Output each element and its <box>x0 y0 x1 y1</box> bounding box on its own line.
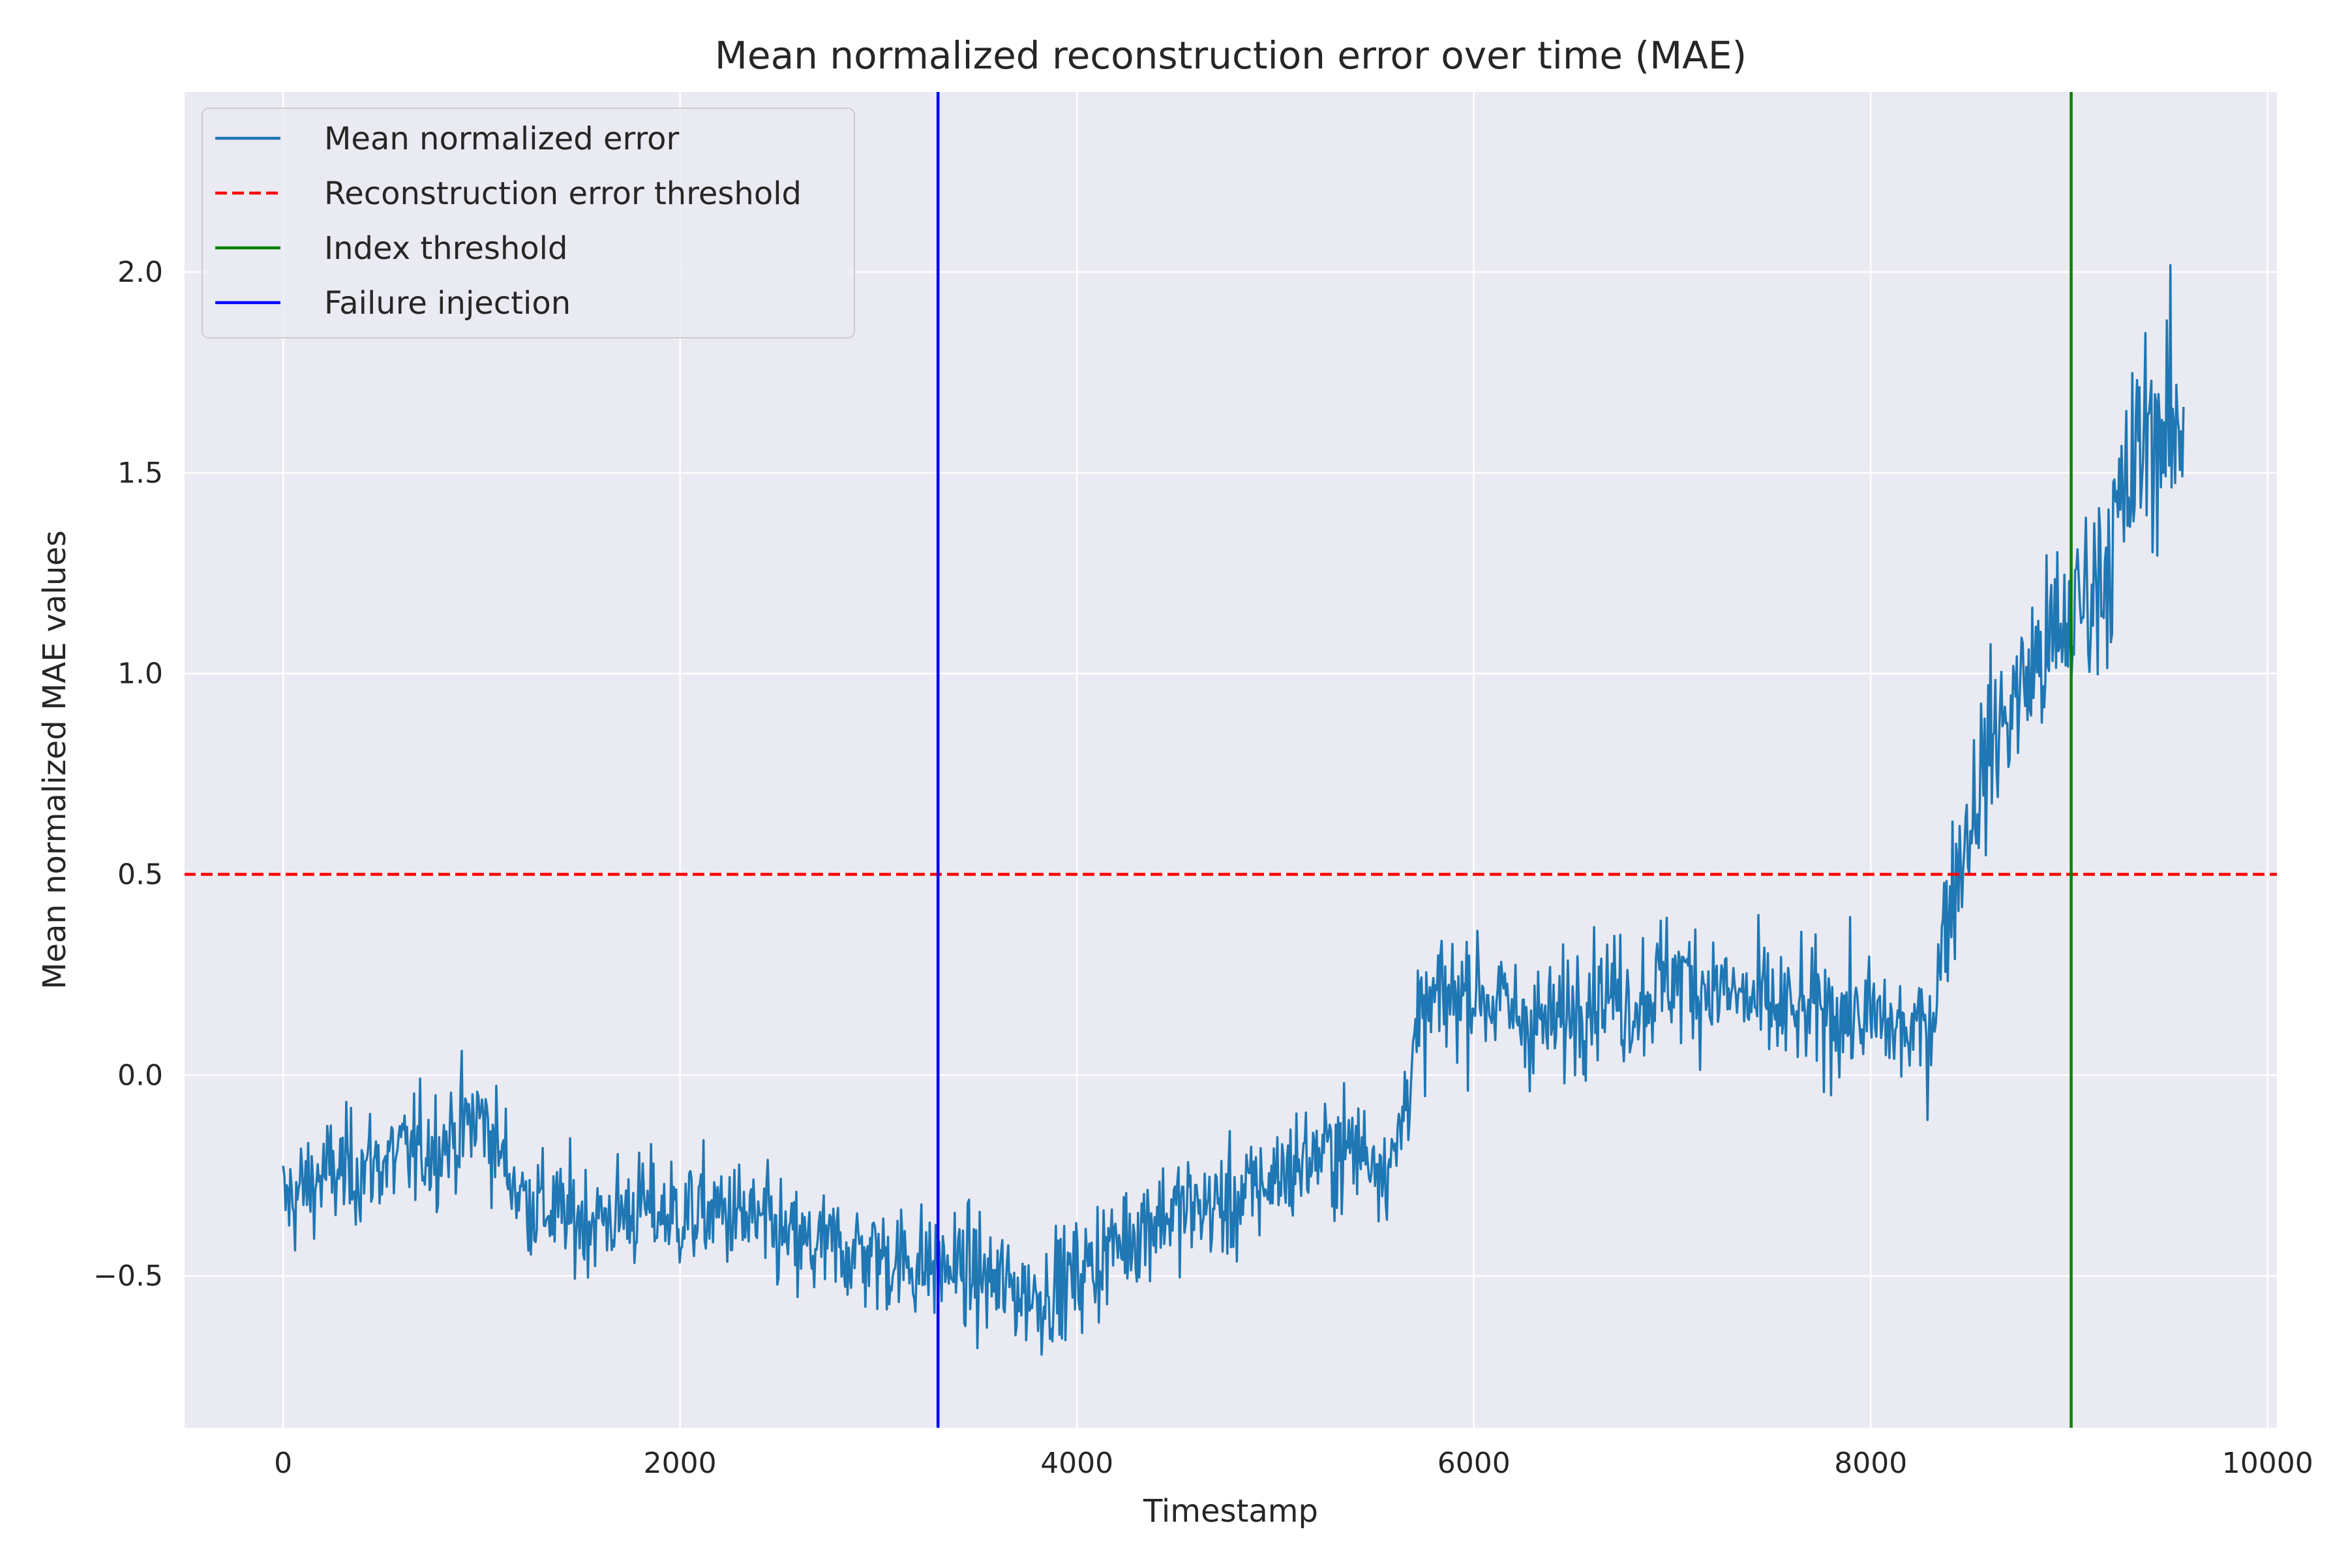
x-axis-label: Timestamp <box>1143 1493 1318 1530</box>
series-line-mean-normalized-error <box>282 264 2185 1356</box>
legend-label: Index threshold <box>324 230 567 267</box>
y-tick-label: −0.5 <box>93 1259 163 1293</box>
x-tick-label: 10000 <box>2222 1447 2313 1480</box>
plot-border <box>183 91 2278 1429</box>
legend-label: Failure injection <box>324 285 571 322</box>
x-tick-label: 4000 <box>1040 1447 1113 1480</box>
y-axis-label: Mean normalized MAE values <box>37 530 73 989</box>
y-tick-label: 0.5 <box>117 858 163 891</box>
legend-label: Mean normalized error <box>324 121 679 157</box>
x-tick-label: 8000 <box>1834 1447 1907 1480</box>
x-tick-label: 0 <box>274 1447 292 1480</box>
x-tick-label: 2000 <box>644 1447 717 1480</box>
series-layer <box>282 264 2185 1356</box>
y-tick-label: 2.0 <box>117 256 163 289</box>
chart-title: Mean normalized reconstruction error ove… <box>715 33 1747 78</box>
legend-label: Reconstruction error threshold <box>324 175 802 212</box>
legend: Mean normalized error Reconstruction erro… <box>202 108 855 339</box>
x-tick-label: 6000 <box>1437 1447 1511 1480</box>
y-tick-label: 1.5 <box>117 457 163 490</box>
legend-box <box>202 108 855 339</box>
reference-lines-layer <box>184 91 2278 1428</box>
tick-labels-layer: 0 2000 4000 6000 8000 10000 −0.5 0.0 0.5 1.0 1.5 2.… <box>93 256 2313 1480</box>
y-tick-label: 0.0 <box>117 1059 163 1092</box>
y-tick-label: 1.0 <box>117 657 163 691</box>
